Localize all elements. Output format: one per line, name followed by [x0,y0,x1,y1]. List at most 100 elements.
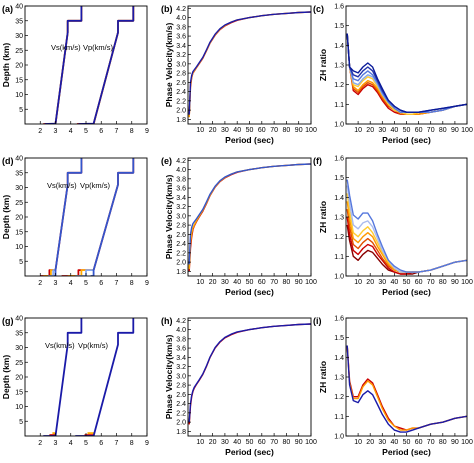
series-line-5 [44,6,83,124]
y-tick-label: 1.4 [334,195,344,202]
y-tick-label: 20 [15,215,23,222]
series-line-8 [90,158,135,276]
y-tick-label: 1.3 [334,375,344,382]
series-line-2 [188,163,311,270]
y-tick-label: 5 [19,259,23,266]
x-tick-label: 10 [196,439,204,446]
y-tick-label: 1.3 [334,63,344,70]
x-tick-label: 70 [427,279,435,286]
y-tick-label: 35 [15,18,23,25]
y-tick-label: 1.6 [334,316,344,323]
plot-frame [187,5,312,125]
y-tick-label: 30 [15,345,23,352]
y-axis-label: ZH ratio [318,49,328,81]
series-line-3 [188,11,311,115]
x-tick-label: 60 [415,279,423,286]
x-tick-label: 7 [115,440,119,447]
annotation: Vp(km/s) [83,43,114,52]
x-tick-label: 40 [391,279,399,286]
x-tick-label: 4 [69,280,73,287]
x-tick-label: 90 [451,127,459,134]
series-line-5 [346,193,467,273]
x-tick-label: 100 [305,439,317,446]
x-tick-label: 50 [246,127,254,134]
y-tick-label: 1.0 [334,274,344,281]
y-tick-label: 3.8 [176,336,186,343]
series-line-8 [346,33,467,113]
x-tick-label: 50 [403,439,411,446]
series-line-5 [43,318,83,436]
y-tick-label: 10 [15,244,23,251]
x-tick-label: 70 [270,439,278,446]
x-tick-label: 2 [38,128,42,135]
y-tick-label: 2.8 [176,71,186,78]
series-group [346,179,467,275]
series-line-1 [188,163,311,272]
panel-label: (e) [161,156,172,166]
x-tick-label: 8 [130,128,134,135]
x-tick-label: 40 [233,279,241,286]
x-axis-label: Period (sec) [382,447,431,457]
series-line-7 [54,158,83,276]
y-tick-label: 3.8 [176,176,186,183]
y-tick-label: 1.2 [334,234,344,241]
y-tick-label: 1.6 [334,4,344,11]
panel-f: 10 20 30 40 50 60 70 80 90 100 1.0 1.1 1.2 1.3 1.4 1.5 1… [313,156,473,298]
series-line-2 [188,11,311,118]
y-tick-label: 1.2 [334,82,344,89]
plot-frame [24,157,148,277]
panel-b: 10 20 30 40 50 60 70 80 90 100 1.8 2.0 2.2 2.4 2.6 2.8 3… [161,4,317,145]
y-tick-label: 4.2 [176,6,186,13]
series-line-2 [346,345,467,431]
y-axis-label: Depth (km) [1,195,11,240]
x-tick-label: 90 [295,279,303,286]
x-tick-label: 50 [403,127,411,134]
y-tick-label: 30 [15,33,23,40]
series-line-3 [346,345,467,433]
y-tick-label: 3.2 [176,204,186,211]
x-tick-label: 3 [54,440,58,447]
x-tick-label: 7 [115,280,119,287]
x-tick-label: 100 [461,279,473,286]
x-tick-label: 50 [246,439,254,446]
series-line-1 [188,323,311,425]
panel-label: (f) [313,156,322,166]
series-line-3 [346,209,467,273]
x-tick-label: 9 [145,440,149,447]
x-tick-label: 40 [233,439,241,446]
x-tick-label: 60 [258,127,266,134]
x-tick-label: 3 [54,280,58,287]
y-tick-label: 1.1 [334,414,344,421]
y-tick-label: 3.2 [176,52,186,59]
y-tick-label: 1.6 [334,156,344,163]
x-tick-label: 80 [439,439,447,446]
x-tick-label: 70 [270,127,278,134]
series-group [43,6,135,124]
x-tick-label: 30 [378,439,386,446]
x-tick-label: 100 [305,279,317,286]
x-tick-label: 80 [439,279,447,286]
y-tick-label: 2.4 [176,401,186,408]
annotation: Vp(km/s) [78,341,109,350]
y-tick-label: 2.4 [176,89,186,96]
x-tick-label: 5 [84,128,88,135]
y-tick-label: 4.2 [176,158,186,165]
y-tick-label: 1.4 [334,43,344,50]
plot-frame [345,5,468,125]
y-tick-label: 10 [15,404,23,411]
x-tick-label: 70 [270,279,278,286]
x-tick-label: 2 [38,440,42,447]
y-tick-label: 35 [15,170,23,177]
panel-a: 2 3 4 5 6 7 8 9 5 10 15 20 25 30 35 40 Vs(km/s) Vp(km/s) D… [1,4,149,136]
series-line-1 [43,6,83,124]
series-line-2 [346,216,467,275]
y-tick-label: 1.0 [334,122,344,129]
panel-label: (a) [2,4,13,14]
x-tick-label: 20 [366,127,374,134]
panel-g: 2 3 4 5 6 7 8 9 5 10 15 20 25 30 35 40 Vs(km/s) Vp(km/s) D… [1,316,149,448]
plot-frame [24,5,148,125]
panel-label: (d) [2,156,14,166]
x-tick-label: 5 [84,440,88,447]
series-line-7 [346,179,467,273]
